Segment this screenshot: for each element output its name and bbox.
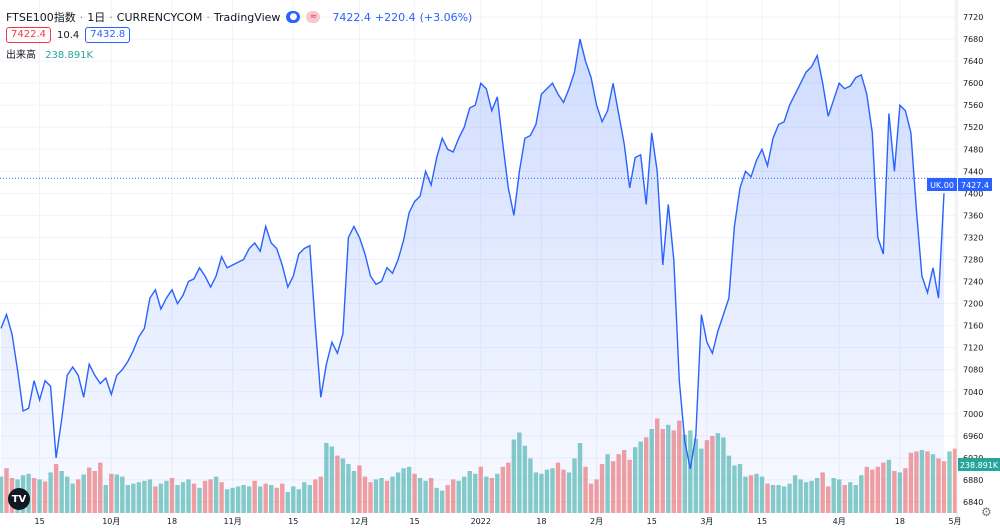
y-tick-label: 7440 [963, 167, 983, 176]
market-status-icon[interactable]: ● [286, 11, 301, 23]
y-tick-label: 7000 [963, 410, 983, 419]
x-tick-label: 15 [410, 517, 420, 526]
volume-legend: 出来高 238.891K [6, 46, 93, 61]
x-tick-label: 15 [35, 517, 45, 526]
y-tick-label: 7080 [963, 366, 983, 375]
x-tick-label: 15 [288, 517, 298, 526]
tradingview-logo-icon[interactable]: TV [8, 488, 30, 510]
y-tick-label: 7160 [963, 322, 983, 331]
volume-bar [947, 451, 952, 513]
y-tick-label: 6840 [963, 498, 983, 507]
y-tick-label: 7040 [963, 388, 983, 397]
x-tick-label: 15 [757, 517, 767, 526]
x-tick-label: 12月 [350, 517, 368, 526]
y-tick-label: 7680 [963, 35, 983, 44]
x-tick-label: 18 [895, 517, 905, 526]
symbol-name[interactable]: FTSE100指数 [6, 11, 76, 24]
price-tag-symbol: UK.00 [930, 181, 954, 190]
x-tick-label: 3月 [700, 517, 713, 526]
y-tick-label: 7280 [963, 256, 983, 265]
sell-button[interactable]: 7422.4 [6, 27, 51, 43]
y-tick-label: 7320 [963, 233, 983, 242]
x-tick-label: 2月 [590, 517, 603, 526]
x-tick-label: 15 [647, 517, 657, 526]
volume-value: 238.891K [45, 50, 94, 61]
platform-name: TradingView [213, 10, 281, 24]
y-tick-label: 7360 [963, 211, 983, 220]
y-tick-label: 6960 [963, 432, 983, 441]
price-change: +220.4 [374, 10, 416, 24]
volume-label: 出来高 [6, 50, 36, 61]
last-price: 7422.4 [332, 10, 371, 24]
separator-dot: · [109, 10, 113, 24]
volume-tag-value: 238.891K [960, 461, 999, 470]
price-axis: 6840688069206960700070407080712071607200… [963, 13, 983, 507]
y-tick-label: 7400 [963, 189, 983, 198]
x-tick-label: 10月 [102, 517, 120, 526]
x-tick-label: 4月 [833, 517, 846, 526]
price-tag-value-box [958, 178, 992, 191]
volume-tag: 238.891K [958, 458, 1000, 471]
x-tick-label: 2022 [471, 517, 491, 526]
separator-dot: · [79, 10, 84, 24]
interval[interactable]: 1日 [87, 11, 106, 24]
y-tick-label: 7200 [963, 300, 983, 309]
x-tick-label: 18 [167, 517, 177, 526]
price-change-percent: (+3.06%) [419, 10, 473, 24]
volume-bar [952, 448, 958, 513]
gear-icon[interactable]: ⚙ [981, 505, 992, 519]
y-tick-label: 7520 [963, 123, 983, 132]
y-tick-label: 7120 [963, 344, 983, 353]
time-axis: 15 10月 18 11月 15 12月 15 2022 18 2月 15 3月 15 4月 18 5月 [35, 517, 962, 526]
y-tick-label: 6880 [963, 476, 983, 485]
y-tick-label: 7560 [963, 101, 983, 110]
x-tick-label: 11月 [224, 517, 242, 526]
volume-tag-box [958, 458, 1000, 471]
y-tick-label: 7480 [963, 145, 983, 154]
y-tick-label: 7720 [963, 13, 983, 22]
y-tick-label: 7640 [963, 57, 983, 66]
price-tag: UK.00 7427.4 [927, 178, 992, 191]
price-tag-symbol-box [927, 178, 957, 191]
buy-button[interactable]: 7432.8 [85, 27, 131, 43]
delayed-data-icon[interactable]: ≈ [306, 11, 321, 23]
price-line [0, 38, 945, 470]
quote-row: 7422.4 10.4 7432.8 [6, 27, 131, 43]
spread-value: 10.4 [57, 29, 80, 41]
data-source: CURRENCYCOM [116, 10, 203, 24]
price-axis-bg [958, 0, 1000, 514]
x-tick-label: 5月 [948, 517, 961, 526]
separator-dot: · [206, 10, 210, 24]
chart-header: FTSE100指数 · 1日 · CURRENCYCOM · TradingVi… [6, 9, 472, 25]
price-tag-value: 7427.4 [961, 181, 989, 190]
y-tick-label: 7240 [963, 278, 983, 287]
y-tick-label: 7600 [963, 79, 983, 88]
x-tick-label: 18 [536, 517, 546, 526]
price-area [1, 39, 944, 513]
